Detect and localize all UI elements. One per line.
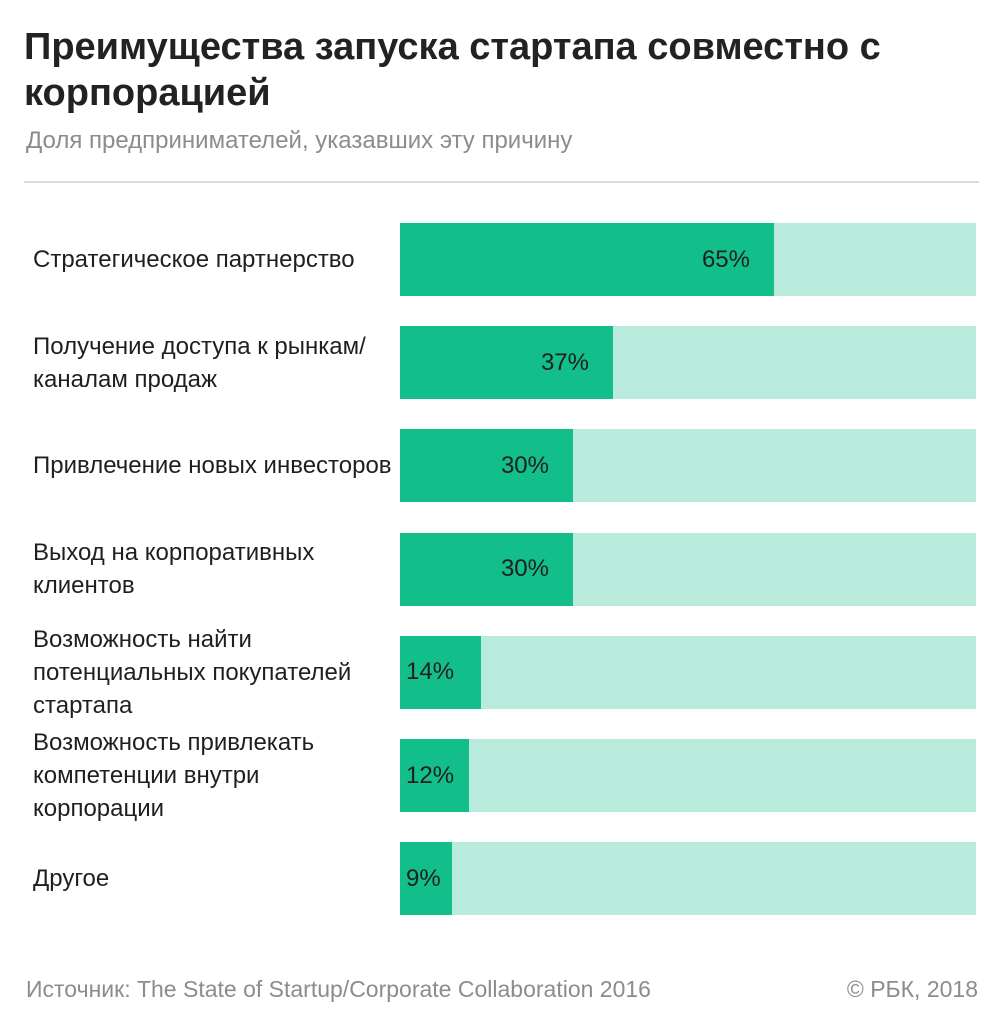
category-label: Возможность найти потенциальных покупате… [33,625,352,719]
bar-chart: Стратегическое партнерство 65% Получение д… [0,200,1005,940]
bar [400,842,452,916]
category-label: Возможность привлекать компетенции внутр… [33,729,315,822]
bar [400,429,573,503]
bar [400,223,774,296]
chart-subtitle: Доля предпринимателей, указавших эту при… [26,127,573,154]
data-label: 14% [406,658,455,686]
copyright: © РБК, 2018 [846,976,978,1002]
data-label: 30% [500,555,549,583]
category-label: Другое [33,865,110,893]
chart-title: Преимущества запуска стартапа совместно … [24,26,881,114]
data-label: 65% [701,245,750,273]
bar [400,635,481,709]
data-label: 9% [406,864,441,892]
bar-track: 65% [400,223,976,296]
bar-track: 30% [400,532,976,606]
data-label: 30% [500,451,549,479]
data-label: 37% [540,348,589,376]
bar [400,326,613,400]
category-label: Выход на корпоративных клиентов [33,539,315,600]
data-label: 12% [406,761,455,789]
bar-track: 14% [400,635,976,709]
category-label: Стратегическое партнерство [33,246,355,273]
source-note: Источник: The State of Startup/Corporate… [26,976,651,1002]
bar-track: 37% [400,326,976,400]
category-label: Получение доступа к рынкам/каналам прода… [33,332,366,393]
bar [400,739,469,812]
category-label: Привлечение новых инвесторов [33,452,392,480]
bar [400,532,573,606]
bar-track: 30% [400,429,976,503]
bar-track: 12% [400,739,976,812]
bar-track: 9% [400,842,976,916]
header-divider [24,181,979,183]
